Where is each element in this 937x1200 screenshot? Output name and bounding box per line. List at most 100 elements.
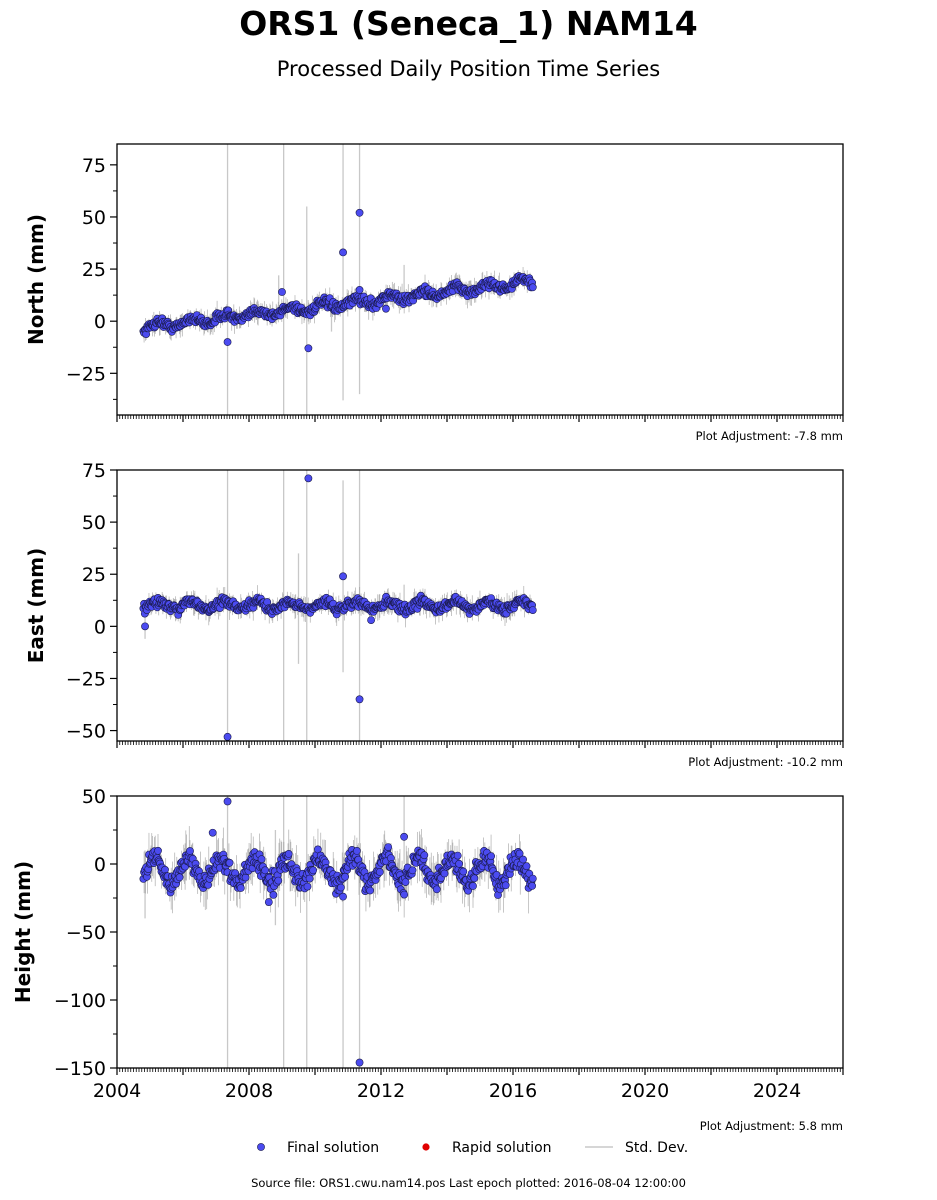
plot-area	[139, 796, 537, 1068]
final-solution-point	[400, 832, 408, 841]
axes-frame	[116, 795, 844, 1069]
y-tick-label: 0	[94, 854, 106, 876]
final-solution-point	[453, 851, 462, 860]
final-solution-point	[305, 874, 314, 883]
final-solution-point	[519, 855, 527, 864]
final-solution-point	[522, 862, 531, 871]
plot-adjustment-note: Plot Adjustment: 5.8 mm	[700, 1119, 843, 1133]
final-solution-point	[236, 884, 245, 892]
y-tick-label: 0	[94, 616, 106, 638]
final-solution-point	[487, 852, 495, 861]
panel-1: −50 −25 0 25 50 75 East (mm) Plot Adjustment: -…	[24, 460, 844, 769]
x-tick-label: 2020	[621, 1080, 669, 1102]
legend: Final solution Rapid solution Std. Dev.	[257, 1140, 688, 1156]
final-solution-point	[384, 843, 393, 851]
final-solution-point	[432, 885, 441, 894]
final-solution-point	[469, 882, 477, 890]
final-solution-point	[352, 847, 361, 855]
final-solution-point	[355, 695, 364, 704]
final-solution-point	[175, 873, 184, 882]
final-solution-point	[241, 873, 250, 882]
y-tick-label: −50	[66, 922, 106, 944]
final-solution-point	[355, 1058, 364, 1067]
axes-frame	[116, 143, 844, 416]
final-solution-point	[263, 598, 272, 606]
plot-adjustment-note: Plot Adjustment: -10.2 mm	[688, 755, 843, 769]
y-tick-label: 75	[82, 155, 106, 177]
final-solution-point	[408, 866, 417, 875]
y-tick-label: −100	[54, 990, 106, 1012]
y-tick-label: −25	[66, 363, 106, 385]
chart-title: ORS1 (Seneca_1) NAM14	[239, 4, 698, 43]
final-solution-point	[400, 890, 409, 899]
final-solution-point	[223, 732, 232, 741]
y-tick-label: 25	[82, 259, 106, 281]
y-tick-label: 25	[82, 564, 106, 586]
final-solution-point	[339, 892, 347, 901]
plot-area	[139, 144, 537, 415]
source-file-note: Source file: ORS1.cwu.nam14.pos Last epo…	[251, 1176, 686, 1190]
final-solution-point	[303, 882, 312, 891]
final-solution-point	[208, 828, 217, 837]
y-tick-label: −25	[66, 668, 106, 690]
y-tick-label: 75	[82, 460, 106, 482]
y-axis-label: Height (mm)	[11, 861, 35, 1003]
legend-final-label: Final solution	[287, 1140, 379, 1156]
final-solution-point	[528, 606, 537, 614]
final-solution-point	[341, 872, 349, 881]
final-solution-point	[501, 881, 510, 890]
x-tick-label: 2016	[489, 1080, 537, 1102]
final-solution-point	[225, 858, 234, 867]
final-solution-point	[455, 859, 463, 868]
final-solution-point	[186, 847, 194, 855]
final-solution-point	[339, 248, 347, 257]
legend-final-marker	[257, 1143, 265, 1151]
panel-0: −25 0 25 50 75 North (mm) Plot Adjustment: -7.…	[24, 143, 844, 443]
final-solution-point	[257, 855, 266, 864]
final-solution-point	[269, 891, 278, 899]
final-solution-point	[336, 883, 345, 892]
final-solution-point	[420, 851, 429, 860]
final-solution-point	[470, 874, 479, 883]
final-solution-point	[459, 867, 468, 876]
final-solution-point	[309, 866, 317, 875]
y-tick-label: −150	[54, 1058, 106, 1080]
final-solution-point	[339, 572, 347, 581]
final-solution-point	[382, 304, 390, 313]
legend-std-label: Std. Dev.	[625, 1140, 688, 1156]
final-solution-point	[528, 283, 537, 292]
final-solution-point	[401, 878, 410, 886]
final-solution-point	[355, 286, 364, 294]
y-tick-label: 50	[82, 207, 106, 229]
final-solution-point	[284, 850, 293, 858]
final-solution-point	[366, 886, 374, 895]
y-axis-label: East (mm)	[24, 548, 48, 664]
final-solution-point	[261, 866, 269, 875]
y-tick-label: −50	[66, 721, 106, 743]
final-solution-point	[278, 288, 286, 296]
panel-2: −150 −100 −50 0 50 2004 2008 2012 2016 2020 2024 He…	[11, 786, 844, 1133]
y-tick-label: 50	[82, 786, 106, 808]
x-tick-label: 2024	[753, 1080, 801, 1102]
final-solution-point	[304, 474, 313, 483]
plot-adjustment-note: Plot Adjustment: -7.8 mm	[696, 429, 843, 443]
final-solution-point	[304, 344, 313, 353]
final-solution-point	[141, 622, 149, 631]
final-solution-point	[528, 874, 537, 883]
plot-area	[139, 470, 537, 741]
x-tick-label: 2004	[93, 1080, 141, 1102]
x-tick-label: 2012	[357, 1080, 405, 1102]
legend-rapid-marker	[422, 1143, 430, 1151]
final-solution-point	[528, 882, 536, 890]
y-axis-label: North (mm)	[24, 214, 48, 345]
x-tick-label: 2008	[225, 1080, 273, 1102]
final-solution-point	[223, 338, 232, 346]
chart-subtitle: Processed Daily Position Time Series	[276, 57, 661, 81]
y-tick-label: 0	[94, 311, 106, 333]
final-solution-point	[264, 898, 273, 906]
final-solution-point	[440, 869, 449, 878]
final-solution-point	[223, 797, 232, 806]
final-solution-point	[515, 849, 524, 858]
final-solution-point	[355, 208, 364, 217]
